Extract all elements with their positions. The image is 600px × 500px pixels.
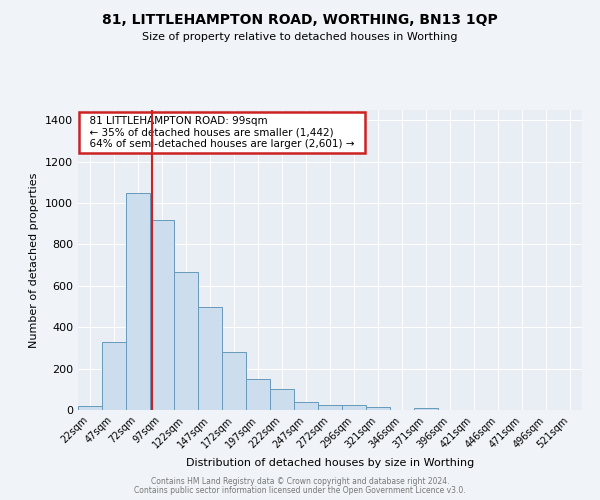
Text: Size of property relative to detached houses in Worthing: Size of property relative to detached ho… <box>142 32 458 42</box>
Bar <box>365 407 389 410</box>
Bar <box>126 193 150 410</box>
Text: Contains HM Land Registry data © Crown copyright and database right 2024.: Contains HM Land Registry data © Crown c… <box>151 477 449 486</box>
Text: 81, LITTLEHAMPTON ROAD, WORTHING, BN13 1QP: 81, LITTLEHAMPTON ROAD, WORTHING, BN13 1… <box>102 12 498 26</box>
Text: Distribution of detached houses by size in Worthing: Distribution of detached houses by size … <box>186 458 474 468</box>
Bar <box>271 390 295 410</box>
Bar <box>413 408 438 410</box>
Text: Contains public sector information licensed under the Open Government Licence v3: Contains public sector information licen… <box>134 486 466 495</box>
Bar <box>341 405 365 410</box>
Bar <box>247 379 271 410</box>
Bar <box>174 272 198 410</box>
Bar <box>295 402 319 410</box>
Bar <box>198 306 222 410</box>
Bar <box>78 406 102 410</box>
Bar <box>102 342 126 410</box>
Y-axis label: Number of detached properties: Number of detached properties <box>29 172 40 348</box>
Bar <box>319 405 343 410</box>
Bar <box>150 220 174 410</box>
Bar <box>222 352 247 410</box>
Text: 81 LITTLEHAMPTON ROAD: 99sqm  
  ← 35% of detached houses are smaller (1,442)  
: 81 LITTLEHAMPTON ROAD: 99sqm ← 35% of de… <box>83 116 361 149</box>
